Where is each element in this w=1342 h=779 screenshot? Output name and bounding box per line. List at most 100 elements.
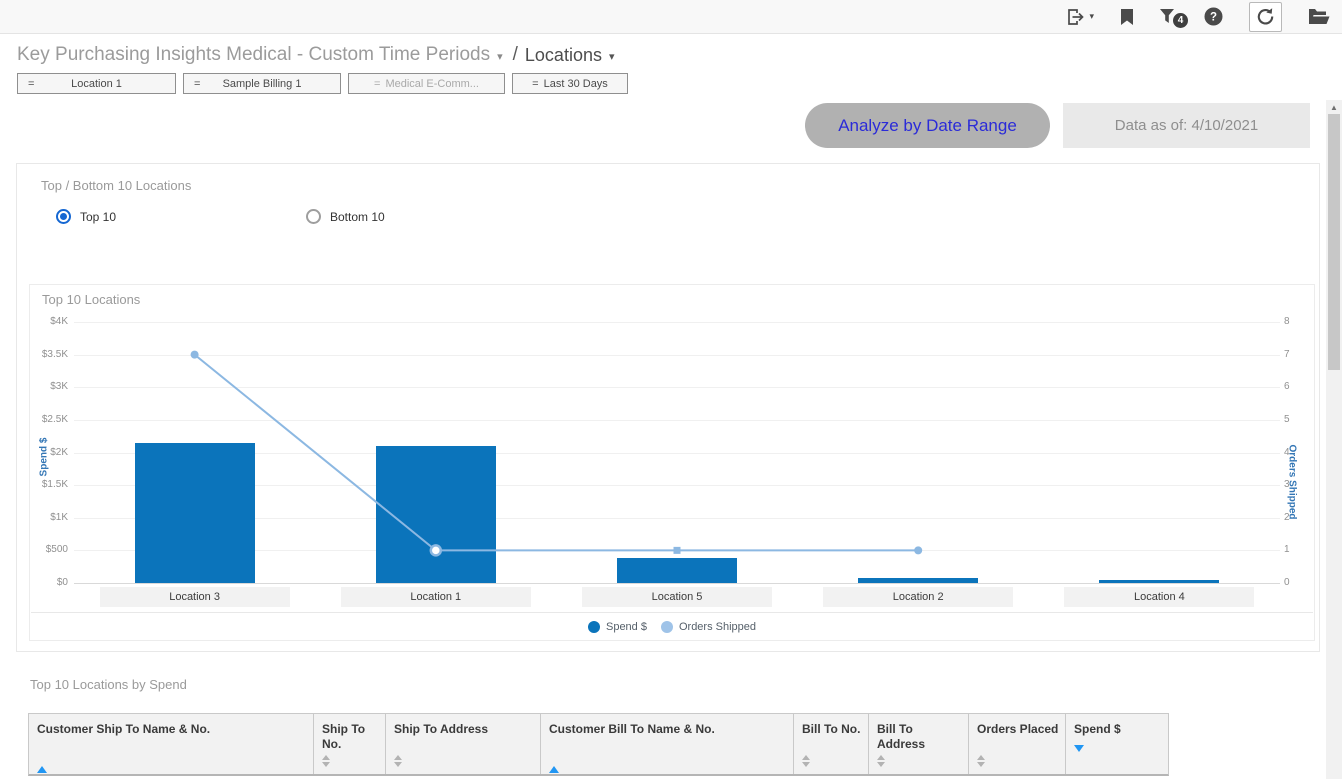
chip-operator: = — [532, 77, 539, 90]
line-point[interactable] — [190, 350, 199, 359]
sort-asc-icon — [37, 752, 47, 773]
bar-location-1[interactable] — [375, 445, 496, 583]
chip-operator: = — [28, 77, 35, 90]
column-header-ship-to-no[interactable]: Ship To No. — [314, 714, 386, 774]
export-button[interactable]: ▾ — [1067, 7, 1094, 27]
scroll-up-arrow[interactable]: ▲ — [1330, 103, 1338, 112]
gridline — [74, 517, 1280, 519]
legend-item[interactable]: Spend $ — [587, 620, 647, 633]
sort-both-icon — [977, 755, 985, 767]
sort-up-arrow — [802, 755, 810, 760]
radio-dot — [60, 213, 67, 220]
sort-icon[interactable] — [802, 755, 810, 767]
column-header-label: Customer Ship To Name & No. — [37, 722, 211, 736]
bar-location-5[interactable] — [617, 557, 737, 583]
column-header-customer-bill-to-name-no[interactable]: Customer Bill To Name & No. — [541, 714, 794, 774]
help-button[interactable]: ? — [1204, 7, 1223, 26]
chart-legend: Spend $ Orders Shipped — [31, 612, 1313, 640]
y-axis-tick-right: 5 — [1284, 413, 1290, 425]
sort-down-arrow — [802, 762, 810, 767]
y-axis-tick-right: 4 — [1284, 446, 1290, 458]
sort-icon[interactable] — [549, 752, 559, 773]
radio-bottom-10[interactable]: Bottom 10 — [306, 209, 385, 224]
sort-down-arrow — [877, 762, 885, 767]
legend-dot-icon — [660, 620, 673, 633]
y-axis-tick-left: $2K — [50, 446, 68, 458]
column-header-bill-to-address[interactable]: Bill To Address — [869, 714, 969, 774]
chevron-down-icon[interactable]: ▾ — [608, 51, 615, 63]
radio-circle-icon[interactable] — [306, 209, 321, 224]
column-header-label: Bill To No. — [802, 722, 861, 736]
filter-chip[interactable]: = Location 1 — [17, 73, 176, 94]
refresh-button[interactable] — [1249, 1, 1282, 32]
x-axis-label: Location 4 — [1064, 587, 1255, 607]
filter-button[interactable]: 4 — [1160, 8, 1188, 28]
sort-asc-icon — [549, 752, 559, 773]
line-path — [193, 353, 919, 552]
sort-down-arrow — [977, 762, 985, 767]
sort-icon[interactable] — [1074, 745, 1084, 767]
page-title[interactable]: Locations — [524, 44, 602, 65]
y-axis-tick-left: $2.5K — [41, 413, 68, 425]
sort-icon[interactable] — [37, 752, 47, 773]
data-table-header: Customer Ship To Name & No. Ship To No. Sh… — [28, 713, 1169, 776]
sort-desc-icon — [1074, 745, 1084, 766]
legend-label: Orders Shipped — [678, 620, 757, 633]
topbar: ▾ 4 ? — [0, 0, 1342, 34]
svg-text:?: ? — [1210, 12, 1217, 24]
sort-icon[interactable] — [977, 755, 985, 767]
bookmark-button[interactable] — [1120, 8, 1134, 26]
sort-up-arrow — [394, 755, 402, 760]
gridline — [74, 452, 1280, 454]
sort-both-icon — [877, 755, 885, 767]
sort-icon[interactable] — [322, 755, 330, 767]
radio-top-10[interactable]: Top 10 — [56, 209, 116, 224]
sort-icon[interactable] — [394, 755, 402, 767]
scrollbar-thumb[interactable] — [1328, 114, 1340, 370]
bar-location-2[interactable] — [858, 578, 979, 583]
y-axis-tick-left: $1K — [50, 511, 68, 523]
x-axis-label: Location 3 — [99, 587, 290, 607]
chart-title: Top 10 Locations — [42, 292, 141, 307]
analyze-by-date-range-button[interactable]: Analyze by Date Range — [805, 103, 1050, 148]
folder-button[interactable] — [1308, 8, 1330, 25]
filter-chip[interactable]: = Medical E-Comm... — [348, 73, 505, 94]
bar-location-3[interactable] — [134, 442, 255, 583]
sort-up-arrow — [877, 755, 885, 760]
column-header-bill-to-no[interactable]: Bill To No. — [794, 714, 869, 774]
column-header-orders-placed[interactable]: Orders Placed — [969, 714, 1066, 774]
column-header-label: Orders Placed — [977, 722, 1059, 736]
line-point[interactable] — [914, 546, 923, 555]
legend-label: Spend $ — [605, 620, 647, 633]
filter-chip[interactable]: = Last 30 Days — [512, 73, 628, 94]
column-header-ship-to-address[interactable]: Ship To Address — [386, 714, 541, 774]
chevron-down-icon[interactable]: ▾ — [497, 51, 503, 63]
radio-circle-icon[interactable] — [56, 209, 71, 224]
line-point[interactable] — [673, 546, 681, 554]
chip-label: Sample Billing 1 — [222, 77, 302, 90]
line-point[interactable] — [429, 544, 443, 557]
help-icon: ? — [1204, 7, 1223, 26]
refresh-icon — [1257, 8, 1274, 25]
column-header-spend[interactable]: Spend $ — [1066, 714, 1168, 774]
x-axis-label: Location 2 — [823, 587, 1014, 607]
filter-chip[interactable]: = Sample Billing 1 — [183, 73, 341, 94]
gridline — [74, 322, 1280, 323]
column-header-customer-ship-to-name-no[interactable]: Customer Ship To Name & No. — [29, 714, 314, 774]
sort-both-icon — [322, 755, 330, 767]
column-header-label: Ship To Address — [394, 722, 489, 736]
y-axis-tick-right: 2 — [1284, 511, 1290, 523]
chip-label: Location 1 — [71, 77, 122, 90]
y-axis-tick-left: $3.5K — [41, 348, 68, 360]
report-title[interactable]: Key Purchasing Insights Medical - Custom… — [17, 44, 491, 65]
legend-item[interactable]: Orders Shipped — [660, 620, 757, 633]
legend-dot-icon — [587, 620, 600, 633]
y-axis-tick-left: $500 — [45, 544, 68, 556]
scrollbar[interactable]: ▲ — [1326, 100, 1342, 779]
sort-icon[interactable] — [877, 755, 885, 767]
bar-location-4[interactable] — [1099, 580, 1220, 583]
gridline — [74, 419, 1280, 421]
breadcrumb-separator: / — [512, 44, 518, 65]
filter-icon — [1160, 8, 1174, 23]
